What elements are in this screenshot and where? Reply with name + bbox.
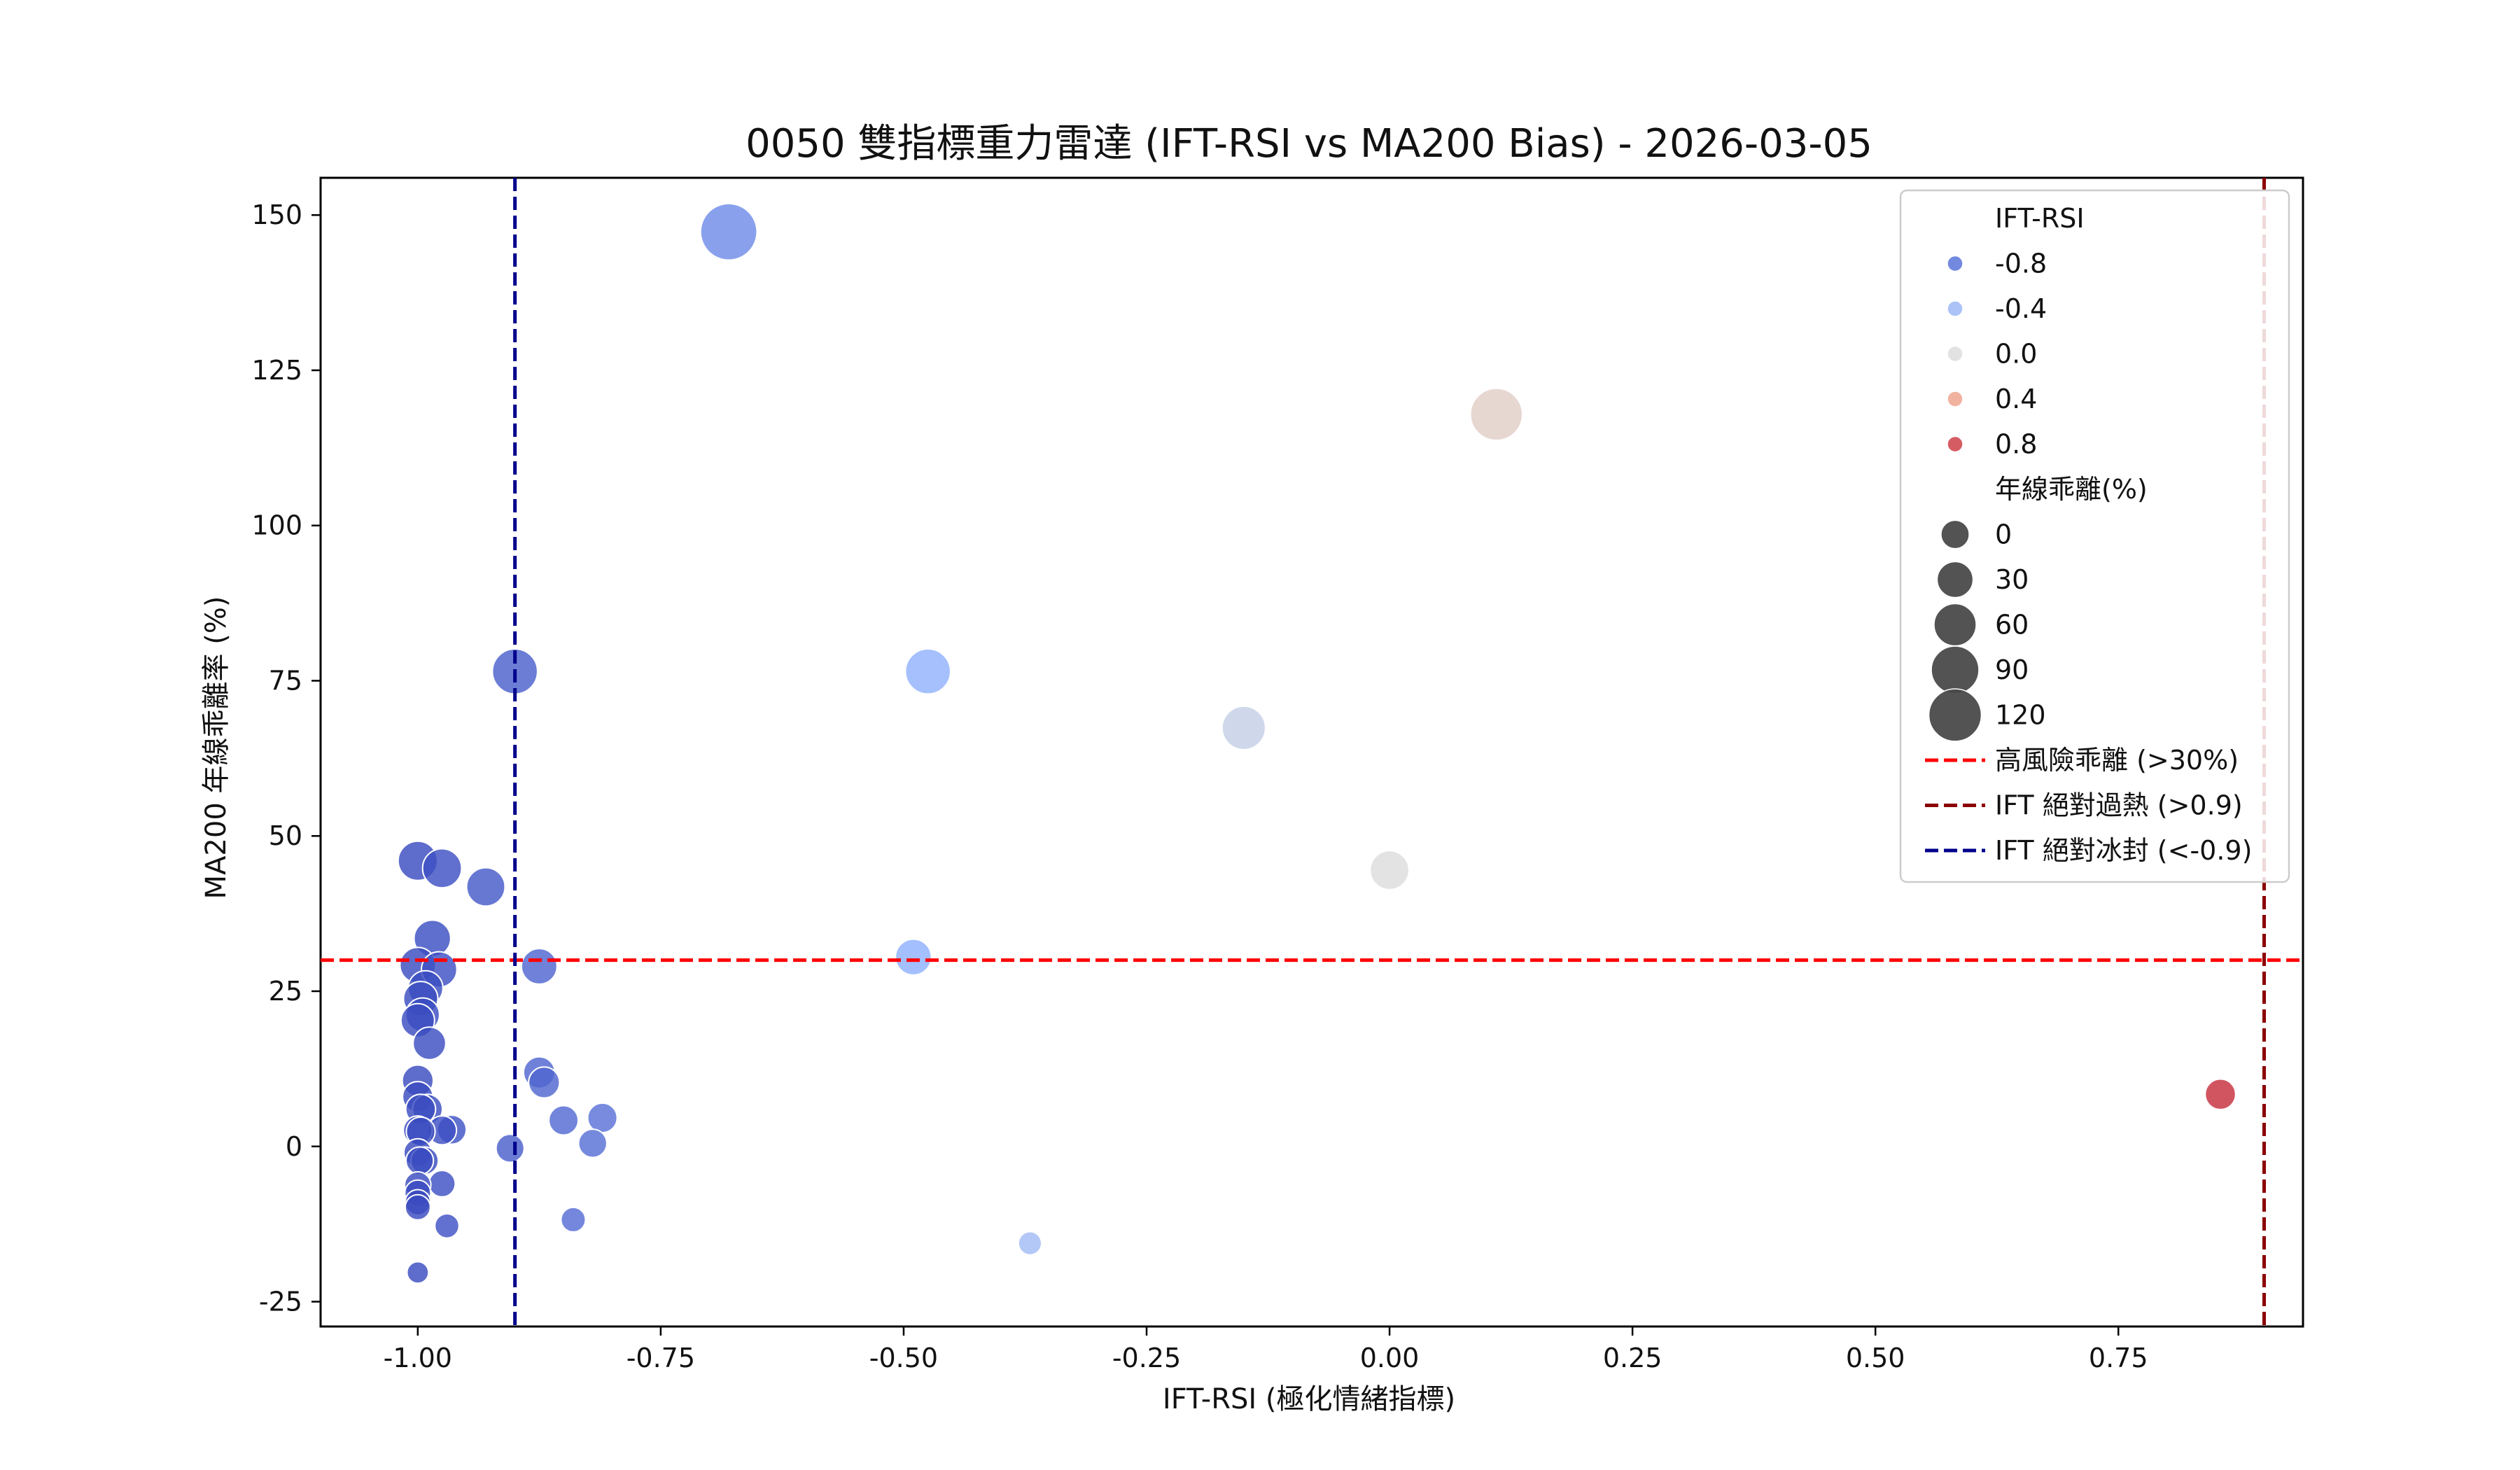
data-point bbox=[406, 1261, 430, 1284]
data-point bbox=[428, 1170, 456, 1198]
legend-hue-marker bbox=[1947, 300, 1963, 317]
data-point bbox=[2204, 1078, 2236, 1111]
legend-size-marker bbox=[1928, 688, 1982, 742]
legend-size-title: 年線乖離(%) bbox=[1995, 474, 2148, 505]
legend-hue-marker bbox=[1947, 435, 1963, 453]
y-tick-label: 0 bbox=[286, 1131, 302, 1162]
data-point bbox=[465, 867, 506, 907]
data-point bbox=[405, 1146, 435, 1175]
legend-hue-label: 0.4 bbox=[1995, 384, 2037, 414]
data-point bbox=[1221, 705, 1266, 750]
legend-line-label: IFT 絕對過熱 (>0.9) bbox=[1995, 790, 2243, 821]
y-tick-label: 25 bbox=[269, 976, 302, 1007]
data-point bbox=[587, 1102, 618, 1133]
legend-hue-label: 0.0 bbox=[1995, 339, 2037, 370]
data-point bbox=[1369, 850, 1410, 890]
legend-hue-label: -0.4 bbox=[1995, 293, 2047, 324]
legend-hue-marker bbox=[1947, 255, 1963, 272]
x-tick-label: -0.50 bbox=[869, 1343, 938, 1373]
legend-hue-marker bbox=[1947, 391, 1963, 407]
x-tick-label: 0.00 bbox=[1360, 1343, 1420, 1373]
data-point bbox=[904, 648, 951, 695]
data-point bbox=[560, 1206, 587, 1233]
data-point bbox=[404, 1194, 431, 1221]
legend-size-marker bbox=[1936, 561, 1974, 598]
data-point bbox=[434, 1213, 460, 1239]
x-tick-label: -0.75 bbox=[626, 1343, 695, 1373]
legend-size-marker bbox=[1931, 645, 1980, 694]
data-point bbox=[1469, 387, 1523, 442]
y-tick-label: 100 bbox=[251, 510, 302, 541]
y-tick-label: 75 bbox=[269, 665, 302, 696]
data-point bbox=[548, 1105, 580, 1136]
x-axis-label: IFT-RSI (極化情緒指標) bbox=[1163, 1383, 1455, 1415]
legend-hue-label: -0.8 bbox=[1995, 248, 2047, 279]
data-point bbox=[895, 938, 932, 976]
legend-hue-marker bbox=[1947, 345, 1963, 363]
legend-line-label: IFT 絕對冰封 (<-0.9) bbox=[1995, 835, 2252, 866]
plot-frame bbox=[319, 176, 2304, 1328]
data-point bbox=[412, 1026, 447, 1060]
data-point bbox=[520, 948, 558, 985]
legend-box bbox=[1899, 189, 2290, 883]
y-tick-label: 50 bbox=[269, 820, 302, 851]
x-tick-label: 0.75 bbox=[2089, 1343, 2148, 1373]
legend-size-label: 120 bbox=[1995, 700, 2046, 731]
legend-size-label: 30 bbox=[1995, 564, 2029, 595]
y-axis-label: MA200 年線乖離率 (%) bbox=[200, 596, 232, 899]
data-point bbox=[495, 1133, 525, 1163]
y-tick-label: -25 bbox=[259, 1287, 302, 1317]
x-tick-label: 0.50 bbox=[1846, 1343, 1905, 1373]
legend-size-label: 60 bbox=[1995, 610, 2029, 640]
legend-line-label: 高風險乖離 (>30%) bbox=[1995, 745, 2239, 776]
data-point bbox=[1017, 1231, 1042, 1256]
x-tick-label: -1.00 bbox=[384, 1343, 452, 1373]
data-point bbox=[528, 1066, 561, 1099]
y-tick-label: 125 bbox=[251, 355, 302, 386]
data-point bbox=[421, 848, 463, 889]
legend-hue-label: 0.8 bbox=[1995, 429, 2037, 460]
chart-title: 0050 雙指標重力雷達 (IFT-RSI vs MA200 Bias) - 2… bbox=[746, 121, 1872, 167]
legend-size-label: 90 bbox=[1995, 654, 2029, 685]
legend: IFT-RSI -0.8 -0.4 0.0 0.4 0.8 年線乖離(%) 0 30 60 90 12… bbox=[1899, 189, 2290, 883]
x-tick-label: -0.25 bbox=[1112, 1343, 1181, 1373]
data-point bbox=[699, 202, 758, 261]
data-point bbox=[578, 1128, 608, 1158]
legend-size-label: 0 bbox=[1995, 519, 2012, 550]
legend-size-marker bbox=[1933, 603, 1977, 647]
x-tick-label: 0.25 bbox=[1603, 1343, 1662, 1373]
legend-hue-title: IFT-RSI bbox=[1995, 203, 2085, 234]
y-tick-label: 150 bbox=[251, 200, 302, 230]
legend-size-marker bbox=[1940, 519, 1970, 550]
